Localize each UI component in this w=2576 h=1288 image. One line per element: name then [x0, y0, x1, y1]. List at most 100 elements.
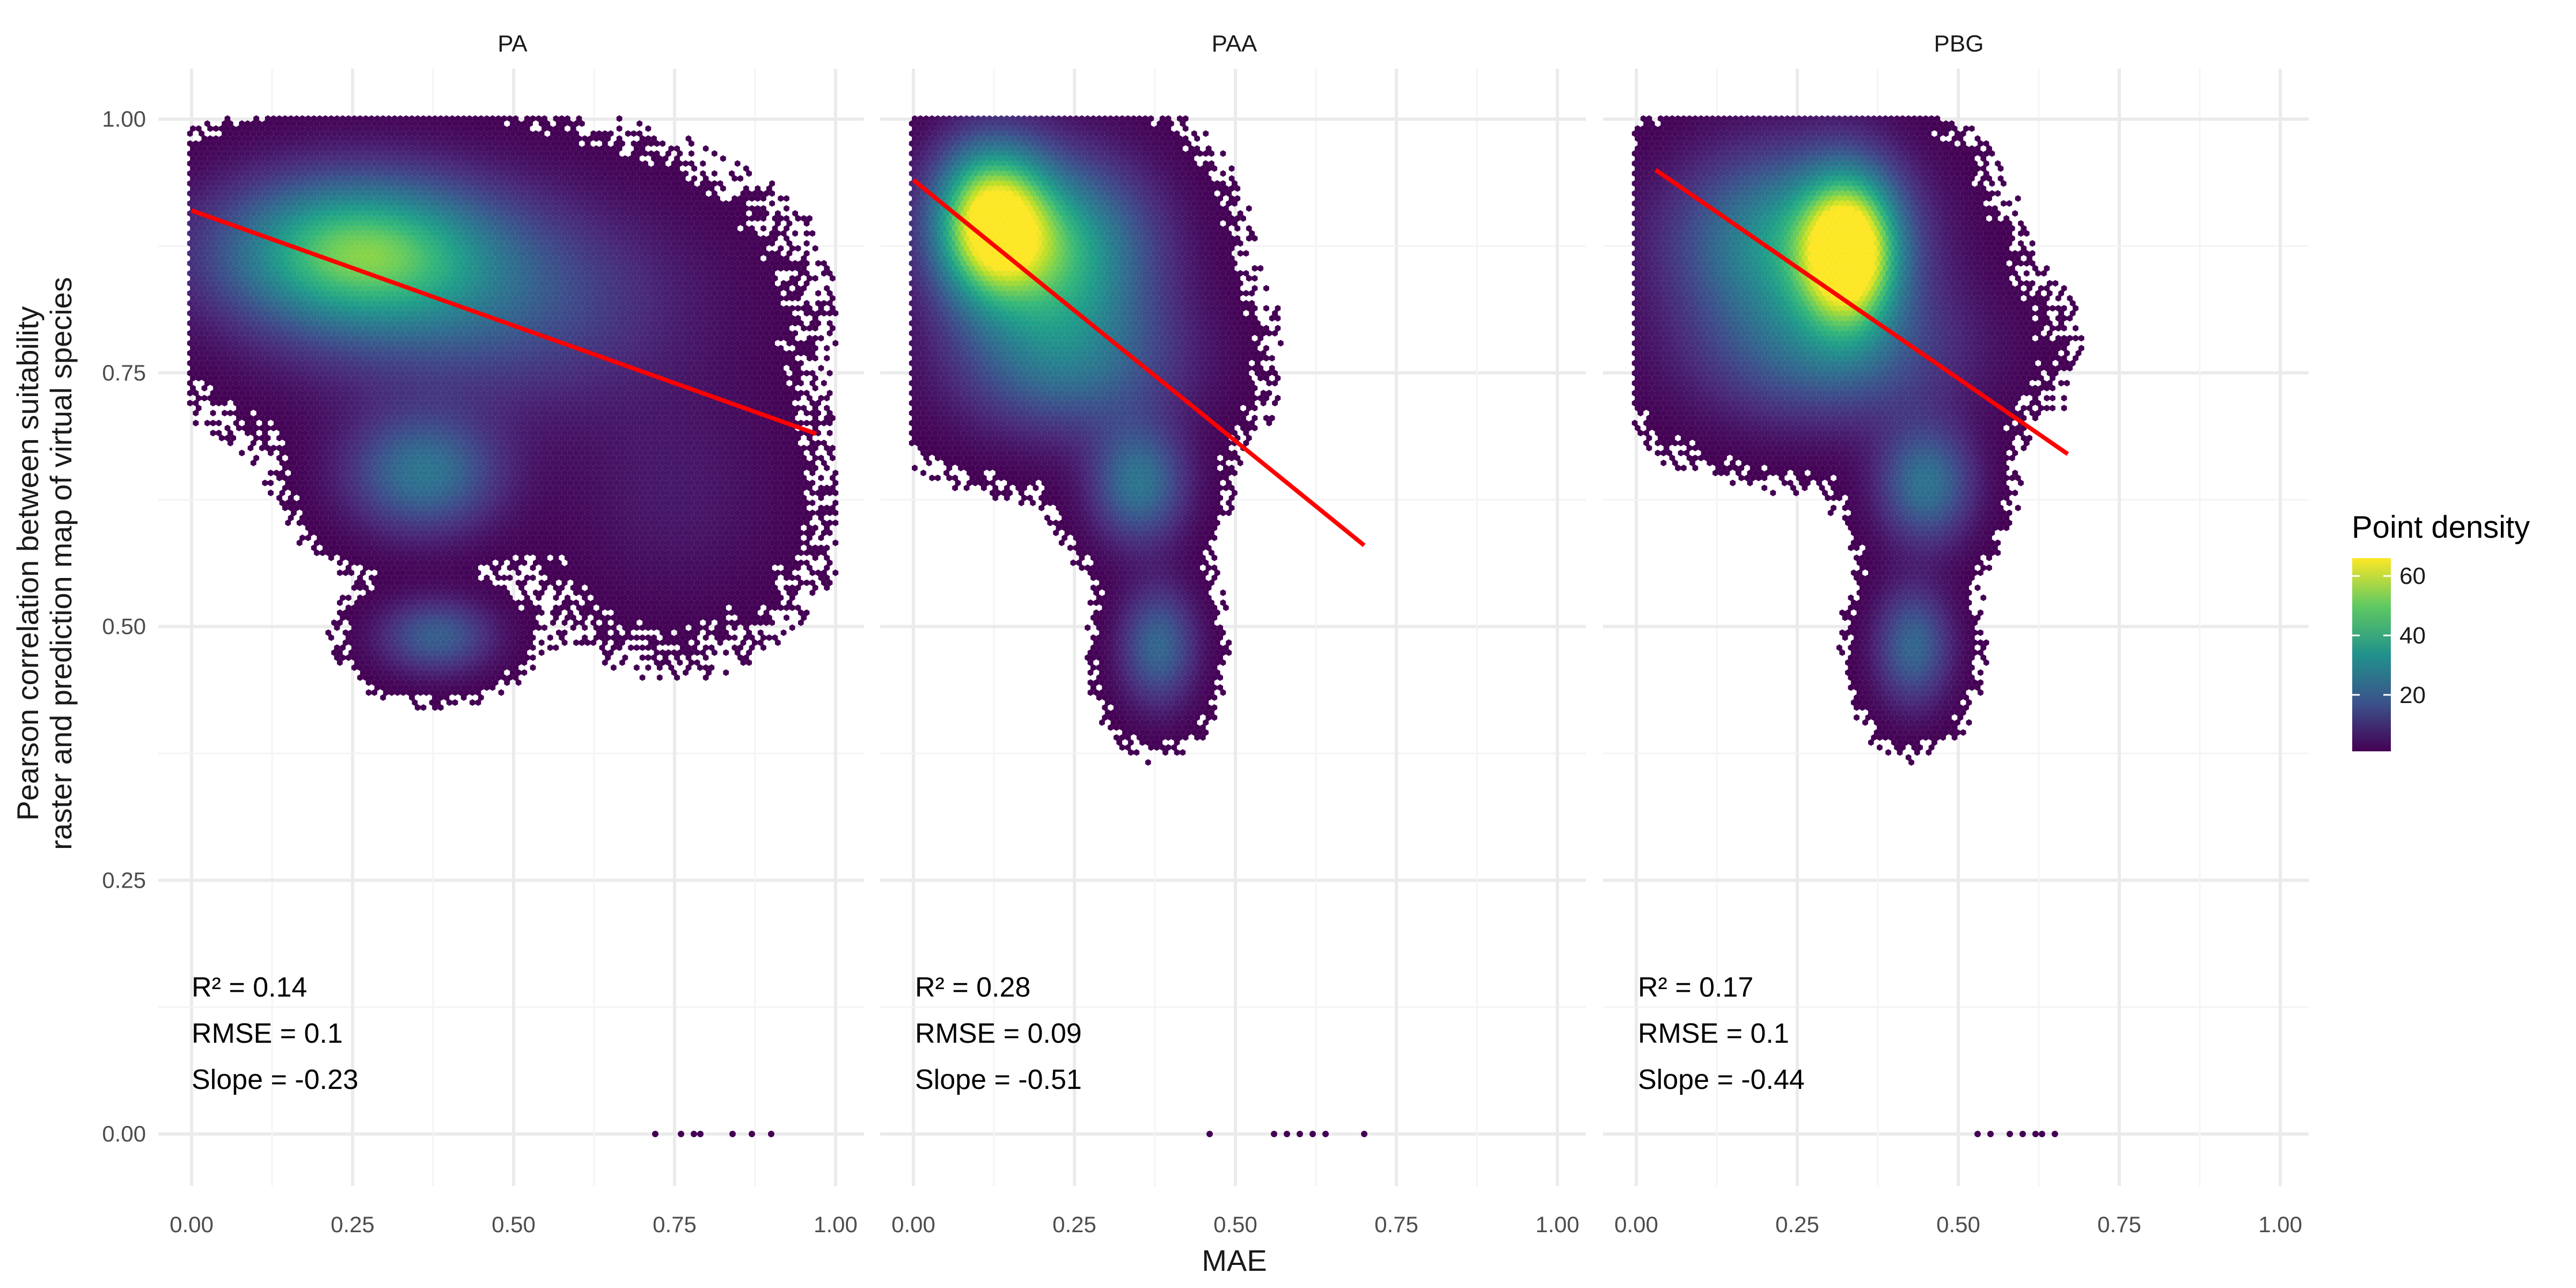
hex-cell — [472, 115, 478, 122]
hex-cell — [460, 145, 467, 152]
hex-cell — [484, 125, 490, 132]
hex-cell — [498, 140, 504, 147]
hex-cell — [369, 115, 375, 122]
hex-cell — [348, 140, 355, 147]
hex-cell — [323, 125, 328, 132]
hex-cell — [377, 130, 383, 137]
hex-cell — [317, 145, 323, 152]
hex-cell — [371, 140, 378, 147]
hex-cell — [391, 115, 398, 122]
hex-cell — [414, 115, 421, 122]
hex-cell — [334, 145, 340, 152]
hex-cell — [435, 130, 441, 137]
hex-cell — [256, 140, 262, 147]
hex-cell — [360, 130, 366, 137]
hex-cell — [613, 140, 620, 147]
hex-cell — [311, 135, 317, 142]
hex-cell — [305, 135, 311, 142]
hex-cell — [437, 115, 444, 122]
hex-cell — [570, 135, 576, 142]
hex-cell — [443, 135, 450, 142]
hex-cell — [795, 305, 801, 312]
hex-cell — [296, 140, 303, 147]
hex-cell — [498, 130, 504, 137]
hex-cell — [504, 130, 510, 137]
hex-cell — [230, 135, 236, 142]
hex-cell — [553, 135, 559, 142]
hex-cell — [346, 145, 352, 152]
hex-cell — [504, 140, 510, 147]
hex-cell — [207, 145, 213, 152]
hex-cell — [412, 120, 418, 127]
hex-cell — [288, 135, 294, 142]
hex-cell — [195, 145, 202, 152]
hex-cell — [222, 130, 228, 137]
hex-cell — [547, 145, 553, 152]
hex-cell — [651, 135, 657, 142]
hex-cell — [455, 125, 461, 132]
hex-cell — [521, 140, 528, 147]
hex-cell — [472, 125, 478, 132]
hex-cell — [265, 135, 271, 142]
hex-cell — [466, 115, 473, 122]
hex-cell — [313, 140, 320, 147]
hex-cell — [631, 140, 637, 147]
hex-cell — [472, 145, 478, 152]
hex-cell — [357, 125, 363, 132]
hex-cell — [530, 115, 536, 122]
hex-cell — [815, 260, 821, 267]
hex-cell — [265, 145, 271, 152]
hex-cell — [363, 115, 369, 122]
hex-cell — [437, 125, 444, 132]
hex-cell — [602, 140, 608, 147]
hex-cell — [426, 125, 433, 132]
hex-cell — [464, 140, 470, 147]
hex-cell — [296, 130, 303, 137]
hex-cell — [466, 135, 473, 142]
hex-cell — [227, 150, 233, 157]
hex-cell — [452, 130, 458, 137]
hex-cell — [357, 145, 363, 152]
hex-cell — [818, 335, 824, 342]
hex-cell — [460, 115, 467, 122]
hex-cell — [518, 125, 524, 132]
hex-cell — [224, 145, 231, 152]
hex-cell — [351, 115, 357, 122]
hex-cell — [507, 125, 513, 132]
hex-cell — [371, 130, 378, 137]
hex-cell — [241, 135, 248, 142]
hex-cell — [346, 135, 352, 142]
hex-cell — [492, 140, 499, 147]
hex-cell — [308, 140, 314, 147]
hex-cell — [487, 130, 493, 137]
hex-cell — [216, 150, 222, 157]
hex-cell — [204, 150, 210, 157]
hex-cell — [403, 125, 409, 132]
hex-cell — [455, 135, 461, 142]
hex-cell — [256, 120, 262, 127]
hex-cell — [478, 125, 484, 132]
hex-cell — [584, 140, 591, 147]
hex-cell — [452, 120, 458, 127]
hex-cell — [224, 135, 231, 142]
hex-cell — [689, 150, 694, 157]
hex-cell — [760, 225, 766, 232]
hex-cell — [605, 145, 611, 152]
hex-cell — [636, 120, 643, 127]
hex-cell — [616, 125, 623, 132]
hex-cell — [193, 140, 199, 147]
hex-cell — [432, 145, 438, 152]
hex-cell — [435, 120, 441, 127]
hex-cell — [213, 145, 219, 152]
hex-cell — [282, 145, 288, 152]
hex-cell — [536, 115, 542, 122]
hex-cell — [475, 130, 481, 137]
hex-cell — [273, 140, 280, 147]
hex-cell — [495, 115, 501, 122]
hex-cell — [342, 120, 349, 127]
hex-cell — [815, 290, 821, 297]
hex-cell — [579, 120, 585, 127]
hex-cell — [513, 125, 519, 132]
hex-cell — [418, 140, 423, 147]
hex-cell — [357, 115, 363, 122]
